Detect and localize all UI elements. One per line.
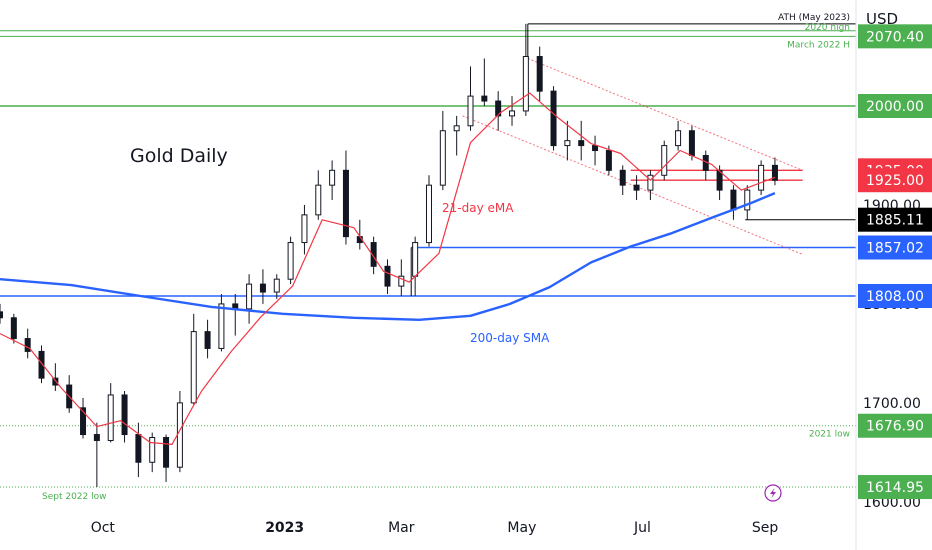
channel-line bbox=[462, 115, 803, 255]
date-tick-label: Oct bbox=[91, 520, 116, 536]
price-badge bbox=[858, 207, 932, 232]
candle-body bbox=[93, 434, 100, 441]
candle-body bbox=[176, 402, 183, 468]
price-badge bbox=[858, 168, 932, 193]
candle-body bbox=[675, 130, 682, 147]
candle-body bbox=[522, 56, 529, 112]
candle-body bbox=[550, 90, 557, 147]
candle-body bbox=[52, 377, 59, 386]
candle-body bbox=[10, 317, 17, 340]
candle-body bbox=[107, 394, 114, 441]
price-badge bbox=[858, 235, 932, 260]
price-badge-label: 1925.00 bbox=[866, 173, 924, 189]
candle-body bbox=[536, 56, 543, 92]
candle-body bbox=[204, 331, 211, 349]
candle-body bbox=[190, 331, 197, 404]
ema-label: 21-day eMA bbox=[442, 201, 514, 215]
candle-body bbox=[647, 174, 654, 191]
price-badge bbox=[858, 284, 932, 308]
date-tick-label: Mar bbox=[388, 520, 415, 536]
candle-body bbox=[0, 311, 3, 319]
candle-body bbox=[633, 184, 640, 191]
candle-body bbox=[370, 242, 377, 267]
candle-body bbox=[24, 338, 31, 352]
candle-body bbox=[564, 140, 571, 147]
candle-body bbox=[315, 184, 322, 216]
candle-body bbox=[121, 394, 128, 436]
price-badge-label: 1614.95 bbox=[866, 480, 924, 496]
candle-body bbox=[592, 145, 599, 152]
price-badge-label: 1857.02 bbox=[866, 240, 924, 256]
trend-channel bbox=[462, 58, 803, 255]
candle-body bbox=[481, 95, 488, 102]
ath-note: ATH (May 2023) bbox=[778, 13, 850, 23]
price-badge-label: 1885.11 bbox=[866, 213, 924, 229]
price-badge-label: 2000.00 bbox=[866, 99, 924, 115]
price-badge bbox=[858, 475, 932, 500]
candle-body bbox=[38, 350, 45, 379]
sma-label: 200-day SMA bbox=[470, 331, 550, 345]
sma-line bbox=[0, 191, 776, 321]
price-badge-label: 2070.40 bbox=[866, 29, 924, 45]
candle-body bbox=[605, 150, 612, 171]
candle-body bbox=[149, 437, 156, 463]
candle-body bbox=[425, 184, 432, 244]
candle-body bbox=[301, 214, 308, 244]
price-badge bbox=[858, 413, 932, 438]
date-tick-label: 2023 bbox=[265, 520, 304, 536]
price-badge-label: 1676.90 bbox=[866, 419, 924, 435]
candle-body bbox=[688, 130, 695, 156]
candle-body bbox=[453, 125, 460, 132]
candle-body bbox=[509, 110, 516, 117]
ema-line bbox=[0, 92, 776, 445]
candles bbox=[0, 23, 778, 488]
lightning-icon[interactable] bbox=[764, 484, 782, 502]
price-badges: 2000.001935.001925.001885.111857.021808.… bbox=[858, 24, 932, 500]
candle-body bbox=[619, 169, 626, 186]
channel-line bbox=[527, 58, 803, 171]
candle-body bbox=[716, 169, 723, 191]
time-axis[interactable]: Oct 2023 Mar May Jul Sep bbox=[91, 520, 779, 536]
candle-body bbox=[259, 283, 266, 293]
candle-body bbox=[163, 437, 170, 468]
candle-body bbox=[495, 100, 502, 117]
high-2020-note: 2020 high bbox=[805, 23, 850, 33]
candle-body bbox=[384, 265, 391, 287]
candle-body bbox=[744, 189, 751, 211]
march-2022-note: March 2022 H bbox=[787, 40, 850, 50]
candle-body bbox=[730, 189, 737, 211]
candle-body bbox=[439, 130, 446, 186]
candle-body bbox=[758, 164, 765, 191]
candle-body bbox=[246, 283, 253, 310]
sept-2022-note: Sept 2022 low bbox=[42, 492, 107, 502]
low-2021-note: 2021 low bbox=[809, 430, 850, 440]
candle-body bbox=[342, 169, 349, 238]
candle-body bbox=[329, 169, 336, 186]
price-tick-label: 1700.00 bbox=[863, 396, 921, 412]
ema-21-line bbox=[0, 92, 776, 445]
currency-label[interactable]: USD bbox=[866, 10, 898, 28]
price-badge bbox=[858, 24, 932, 49]
candle-body bbox=[578, 140, 585, 147]
candle-body bbox=[135, 434, 142, 463]
candle-body bbox=[467, 95, 474, 127]
candle-body bbox=[412, 242, 419, 277]
candle-body bbox=[80, 407, 87, 436]
price-badge bbox=[858, 94, 932, 118]
candle-body bbox=[287, 242, 294, 280]
candle-body bbox=[661, 145, 668, 176]
price-badge-label: 1808.00 bbox=[866, 289, 924, 305]
date-tick-label: Sep bbox=[752, 520, 779, 536]
chart-title: Gold Daily bbox=[130, 145, 228, 167]
candle-body bbox=[218, 303, 225, 349]
candle-body bbox=[273, 278, 280, 293]
candle-body bbox=[771, 164, 778, 181]
date-tick-label: May bbox=[507, 520, 536, 536]
candle-body bbox=[398, 275, 405, 287]
annotations: ATH (May 2023)2020 high March 2022 H 2021 … bbox=[42, 13, 850, 502]
date-tick-label: Jul bbox=[633, 520, 651, 536]
sma-200-line bbox=[0, 191, 776, 321]
